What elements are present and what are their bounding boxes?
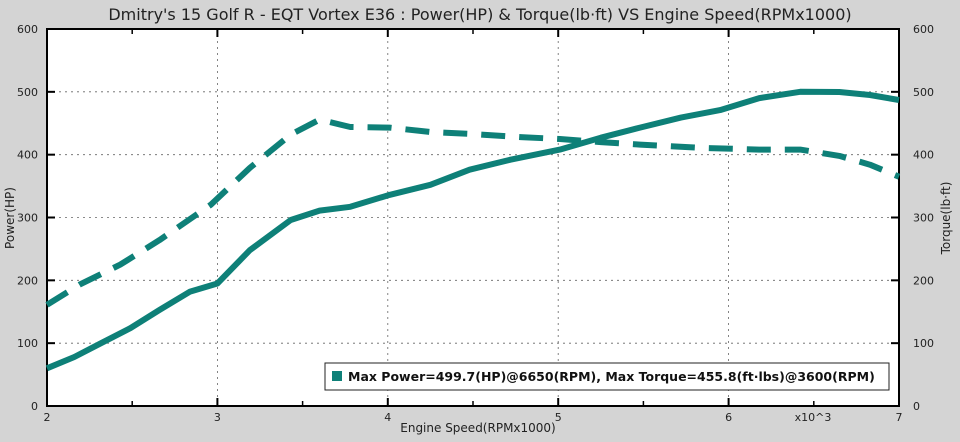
y-tick-label-left: 200 <box>17 274 38 287</box>
y-tick-label-right: 200 <box>913 274 934 287</box>
x-tick-label: 2 <box>44 411 51 424</box>
y-tick-label-right: 0 <box>913 400 920 413</box>
y-tick-label-left: 500 <box>17 86 38 99</box>
x-tick-label: 7 <box>896 411 903 424</box>
y-tick-label-right: 500 <box>913 86 934 99</box>
y-tick-label-left: 100 <box>17 337 38 350</box>
y-tick-label-left: 300 <box>17 212 38 225</box>
x-tick-label: 4 <box>384 411 391 424</box>
y-tick-label-left: 600 <box>17 23 38 36</box>
torque-line <box>45 116 901 308</box>
chart-title: Dmitry's 15 Golf R - EQT Vortex E36 : Po… <box>108 5 851 24</box>
y-axis-label-left: Power(HP) <box>3 187 17 249</box>
y-tick-label-right: 400 <box>913 149 934 162</box>
y-tick-label-right: 100 <box>913 337 934 350</box>
y-tick-label-left: 0 <box>31 400 38 413</box>
x-multiplier-label: x10^3 <box>795 411 832 424</box>
x-tick-label: 3 <box>214 411 221 424</box>
x-tick-label: 5 <box>555 411 562 424</box>
y-tick-label-right: 600 <box>913 23 934 36</box>
y-tick-label-left: 400 <box>17 149 38 162</box>
legend: Max Power=499.7(HP)@6650(RPM), Max Torqu… <box>324 362 890 391</box>
y-axis-label-right: Torque(lb·ft) <box>939 182 953 256</box>
y-tick-label-right: 300 <box>913 212 934 225</box>
x-axis-label: Engine Speed(RPMx1000) <box>400 421 556 435</box>
x-tick-label: 6 <box>725 411 732 424</box>
power-line <box>45 88 900 372</box>
legend-text: Max Power=499.7(HP)@6650(RPM), Max Torqu… <box>348 369 875 384</box>
legend-swatch <box>332 371 342 381</box>
